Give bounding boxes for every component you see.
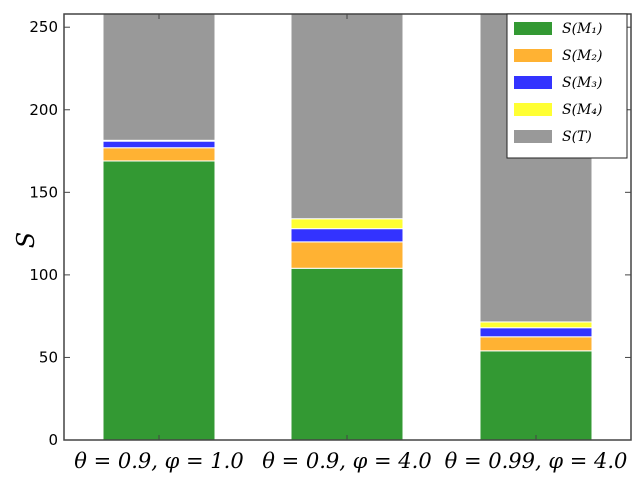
legend-swatch: [514, 130, 552, 143]
y-tick-label: 250: [29, 18, 58, 36]
bar-segment-5-2: [290, 13, 404, 220]
x-axis: θ = 0.9, φ = 1.0 θ = 0.9, φ = 4.0 θ = 0.99…: [74, 14, 627, 473]
bar-segment-3-2: [290, 228, 404, 243]
legend-label: S(T): [562, 129, 592, 145]
bar-segment-4-3: [479, 321, 593, 329]
x-tick-label: θ = 0.9, φ = 4.0: [262, 449, 431, 473]
legend-label: S(M₄): [562, 102, 602, 118]
legend-swatch: [514, 76, 552, 89]
legend-swatch: [514, 22, 552, 35]
y-axis-label: S: [12, 232, 40, 248]
legend-swatch: [514, 49, 552, 62]
bar-segment-2-3: [479, 336, 593, 352]
legend-label: S(M₃): [562, 75, 602, 91]
y-tick-label: 150: [29, 183, 58, 201]
legend: S(M₁) S(M₂) S(M₃) S(M₄) S(T): [506, 13, 628, 159]
bar-segment-3-1: [102, 140, 216, 149]
bar-segment-2-2: [290, 241, 404, 269]
bar-segment-5-1: [102, 13, 216, 141]
y-tick-label: 50: [39, 348, 58, 366]
bars: [102, 13, 593, 441]
bar-segment-3-3: [479, 327, 593, 338]
legend-swatch: [514, 103, 552, 116]
bar-segment-1-3: [479, 350, 593, 441]
y-tick-label: 200: [29, 101, 58, 119]
legend-label: S(M₁): [562, 21, 602, 37]
legend-label: S(M₂): [562, 48, 602, 64]
y-tick-label: 100: [29, 266, 58, 284]
bar-segment-2-1: [102, 147, 216, 162]
bar-segment-4-2: [290, 218, 404, 230]
bar-segment-1-2: [290, 267, 404, 441]
y-tick-label: 0: [48, 431, 58, 449]
x-tick-label: θ = 0.99, φ = 4.0: [445, 449, 628, 473]
x-tick-label: θ = 0.9, φ = 1.0: [74, 449, 243, 473]
bar-segment-1-1: [102, 160, 216, 441]
y-axis: 0 50 100 150 200 250: [29, 18, 631, 449]
